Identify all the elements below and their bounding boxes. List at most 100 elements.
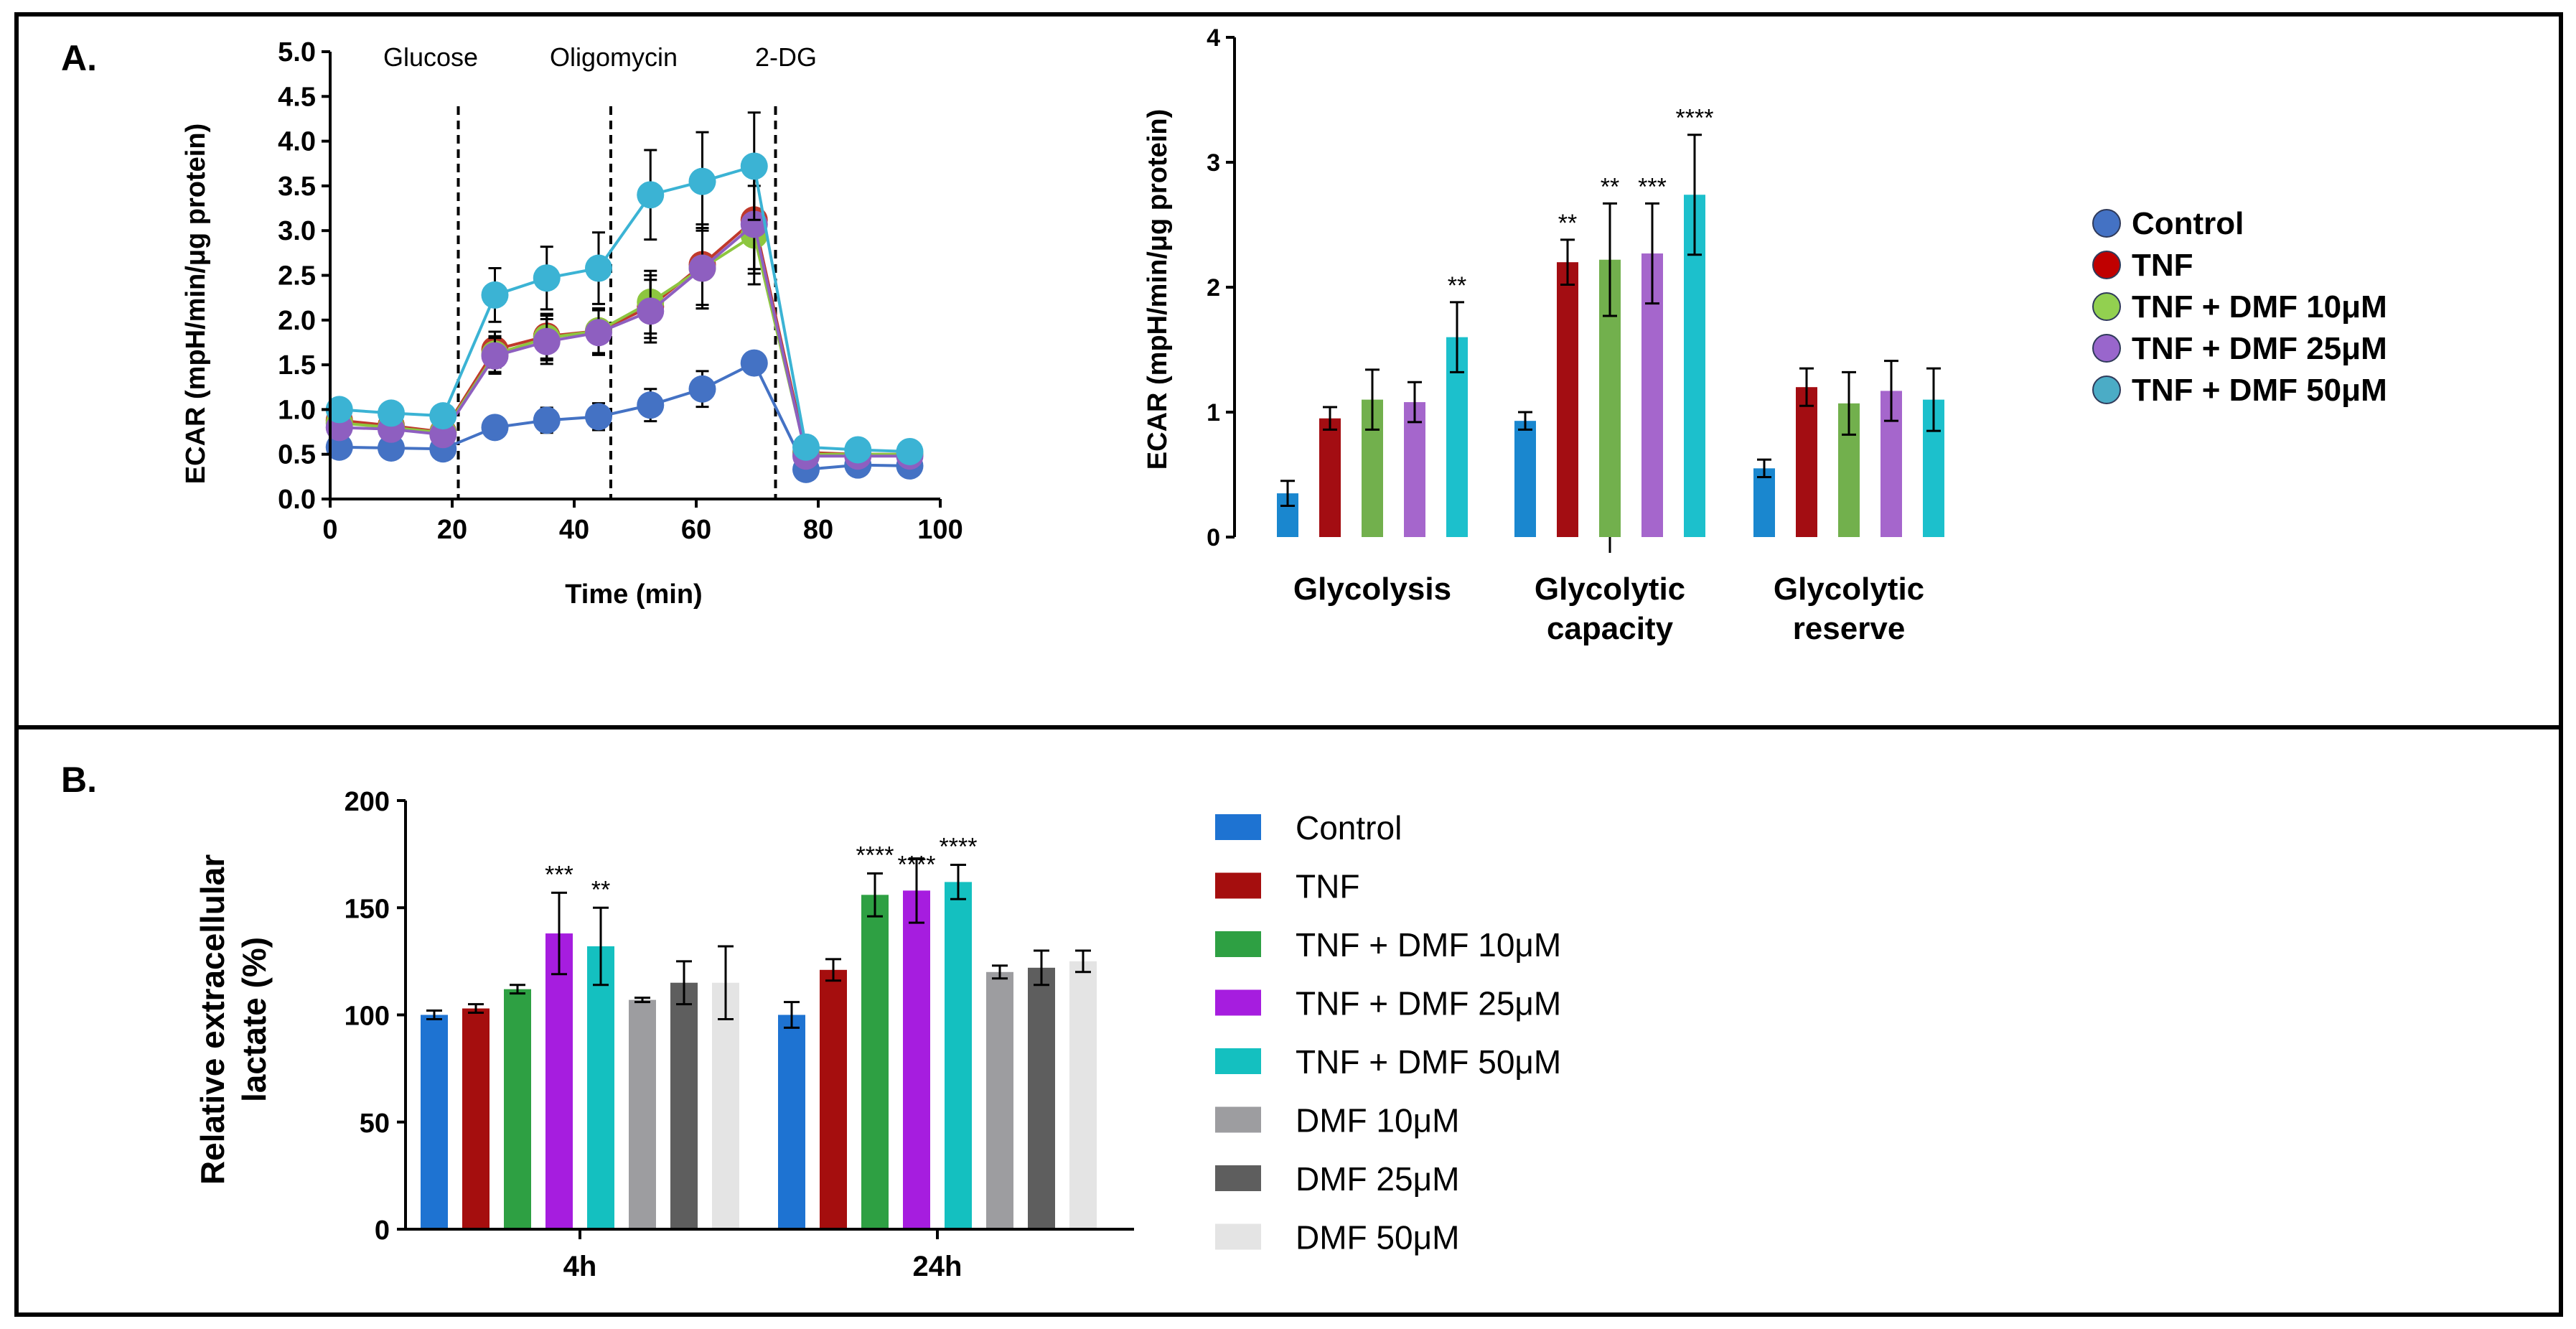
data-point <box>740 349 768 377</box>
panel-b-legend: Control TNF TNF + DMF 10μM TNF + DMF 25μM TN… <box>1215 809 1561 1256</box>
data-point <box>429 402 457 430</box>
timecourse-y-tick-label: 5.0 <box>278 37 316 67</box>
event-label-oligomycin: Oligomycin <box>550 42 678 72</box>
bar-tnf <box>820 969 847 1229</box>
bar-control <box>1753 468 1775 537</box>
bar-tnf <box>462 1008 490 1229</box>
bar-group-glycolytic-capacity: **** ******* <box>1514 105 1713 537</box>
legend-swatch <box>1215 1165 1261 1191</box>
data-point <box>481 414 509 442</box>
category-label-glycolytic-reserve: Glycolytic <box>1774 572 1924 607</box>
data-point <box>637 297 665 325</box>
legend-label: DMF 50μM <box>1296 1219 1459 1256</box>
significance-marker: ** <box>1558 210 1577 237</box>
legend-marker <box>2092 292 2121 321</box>
bar-tnf-dmf-10-m <box>861 895 889 1229</box>
lactate-y-tick-label: 200 <box>345 787 390 817</box>
legend-swatch <box>1215 872 1261 899</box>
significance-marker: ** <box>591 876 610 903</box>
series-tnf-dmf-10-m <box>325 185 924 468</box>
legend-swatch <box>1215 1223 1261 1250</box>
data-point <box>792 433 820 461</box>
legend-item-control: Control <box>2092 206 2244 241</box>
legend-label: DMF 10μM <box>1296 1102 1459 1139</box>
lactate-y-tick-label: 150 <box>345 894 390 924</box>
bar-group-4h: ***** <box>421 861 739 1229</box>
bar-dmf-50-m <box>1069 961 1097 1229</box>
series-line <box>339 221 910 458</box>
lactate-y-tick-label: 0 <box>375 1216 390 1246</box>
significance-marker: ** <box>1601 173 1619 200</box>
data-point <box>481 281 509 309</box>
data-point <box>585 254 612 282</box>
series-line <box>339 217 910 456</box>
bar-group-glycolysis: ** <box>1277 272 1468 537</box>
data-point <box>585 403 612 431</box>
bar-dmf-10-m <box>629 999 656 1229</box>
bar-tnf <box>1319 418 1341 537</box>
bar-tnf-dmf-25-m <box>545 933 573 1229</box>
legend-item-tnf-dmf-25-m: TNF + DMF 25μM <box>2092 331 2387 366</box>
lactate-y-tick-label: 100 <box>345 1002 390 1032</box>
data-point <box>325 396 353 424</box>
legend-swatch <box>1215 1048 1261 1074</box>
timecourse-y-axis-label: ECAR (mpH/min/μg protein) <box>181 123 211 484</box>
timecourse-x-tick-label: 20 <box>437 515 467 545</box>
series-line <box>339 164 910 453</box>
legend-item-tnf-dmf-50-m: TNF + DMF 50μM <box>2092 373 2387 408</box>
bar-group-glycolytic-reserve <box>1753 360 1944 537</box>
data-point <box>378 399 405 427</box>
legend-item-dmf-10-m: DMF 10μM <box>1215 1102 1459 1139</box>
data-point <box>844 436 872 464</box>
category-label-4h: 4h <box>563 1251 597 1282</box>
timecourse-x-tick-label: 100 <box>917 515 963 545</box>
legend-label: TNF + DMF 25μM <box>2132 331 2387 366</box>
data-point <box>637 391 665 419</box>
timecourse-y-tick-label: 0.5 <box>278 440 316 470</box>
legend-label: Control <box>2132 206 2244 241</box>
panel-a-frame <box>14 12 2563 729</box>
category-label-glycolysis: Glycolysis <box>1293 572 1451 607</box>
data-point <box>688 167 716 195</box>
panel-a-label: A. <box>61 38 97 78</box>
data-point <box>533 327 561 355</box>
legend-label: TNF + DMF 50μM <box>2132 373 2387 408</box>
bar-tnf-dmf-50-m <box>945 882 972 1229</box>
category-label-24h: 24h <box>913 1251 963 1282</box>
lactate-y-axis-label-line-2: lactate (%) <box>235 937 273 1102</box>
glycolysis-y-tick-label: 3 <box>1207 149 1220 177</box>
glycolysis-y-tick-label: 2 <box>1207 274 1220 302</box>
legend-marker <box>2092 376 2121 404</box>
glycolysis-y-axis-label: ECAR (mpH/min/μg protein) <box>1143 109 1173 470</box>
timecourse-y-tick-label: 4.5 <box>278 82 316 112</box>
data-point <box>637 181 665 209</box>
series-line <box>339 233 910 456</box>
data-point <box>688 254 716 282</box>
bar-tnf <box>1796 387 1817 537</box>
significance-marker: *** <box>1638 173 1667 200</box>
series-control <box>325 349 924 483</box>
timecourse-x-tick-label: 60 <box>681 515 711 545</box>
bar-tnf-dmf-25-m <box>1404 402 1425 537</box>
legend-swatch <box>1215 814 1261 840</box>
bar-control <box>1514 421 1536 537</box>
timecourse-x-tick-label: 80 <box>803 515 833 545</box>
legend-label: TNF <box>2132 248 2193 283</box>
timecourse-y-tick-label: 3.0 <box>278 216 316 246</box>
timecourse-y-tick-label: 2.0 <box>278 306 316 336</box>
legend-item-tnf: TNF <box>1215 868 1359 905</box>
legend-item-dmf-50-m: DMF 50μM <box>1215 1219 1459 1256</box>
timecourse-y-tick-label: 1.5 <box>278 350 316 381</box>
ecar-timecourse-chart: Glucose Oligomycin 2-DG 0.0 0.5 1.0 1.5 2.0 2.5… <box>181 37 963 610</box>
bar-tnf-dmf-50-m <box>587 946 614 1229</box>
legend-item-tnf-dmf-50-m: TNF + DMF 50μM <box>1215 1043 1561 1081</box>
lactate-y-tick-label: 50 <box>360 1109 390 1139</box>
legend-item-dmf-25-m: DMF 25μM <box>1215 1160 1459 1198</box>
significance-marker: **** <box>1676 105 1714 132</box>
glycolysis-y-tick-label: 4 <box>1207 24 1220 52</box>
data-point <box>896 437 924 465</box>
legend-label: TNF + DMF 25μM <box>1296 985 1561 1022</box>
event-label-glucose: Glucose <box>383 42 478 72</box>
